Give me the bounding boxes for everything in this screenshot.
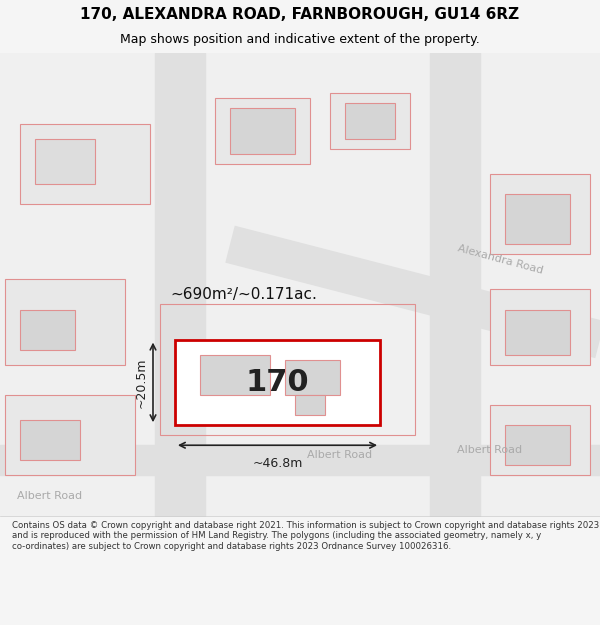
Text: Albert Road: Albert Road <box>457 445 523 455</box>
Text: ~46.8m: ~46.8m <box>253 458 302 470</box>
Bar <box>230 108 295 154</box>
Bar <box>490 289 590 365</box>
Text: Map shows position and indicative extent of the property.: Map shows position and indicative extent… <box>120 33 480 46</box>
Bar <box>490 405 590 476</box>
Bar <box>20 124 150 204</box>
Bar <box>160 304 415 435</box>
Bar <box>5 279 125 365</box>
Text: ~20.5m: ~20.5m <box>135 357 148 408</box>
Polygon shape <box>225 226 600 358</box>
Bar <box>5 395 135 476</box>
Bar <box>505 309 570 355</box>
Text: Albert Road: Albert Road <box>17 491 83 501</box>
Bar <box>175 339 380 425</box>
Bar <box>505 194 570 244</box>
Bar <box>20 420 80 461</box>
Bar <box>20 309 75 350</box>
Text: ~690m²/~0.171ac.: ~690m²/~0.171ac. <box>170 287 317 302</box>
Bar <box>200 355 270 395</box>
Text: Alexandra Road: Alexandra Road <box>456 243 544 276</box>
Bar <box>295 395 325 415</box>
Bar <box>490 174 590 254</box>
Bar <box>215 98 310 164</box>
Text: 170, ALEXANDRA ROAD, FARNBOROUGH, GU14 6RZ: 170, ALEXANDRA ROAD, FARNBOROUGH, GU14 6… <box>80 8 520 22</box>
Bar <box>175 339 380 425</box>
Bar <box>285 360 340 395</box>
Bar <box>330 93 410 149</box>
Bar <box>345 103 395 139</box>
Bar <box>35 139 95 184</box>
Text: 170: 170 <box>245 368 310 397</box>
Bar <box>505 425 570 466</box>
Text: Contains OS data © Crown copyright and database right 2021. This information is : Contains OS data © Crown copyright and d… <box>12 521 599 551</box>
Text: Albert Road: Albert Road <box>307 450 373 460</box>
